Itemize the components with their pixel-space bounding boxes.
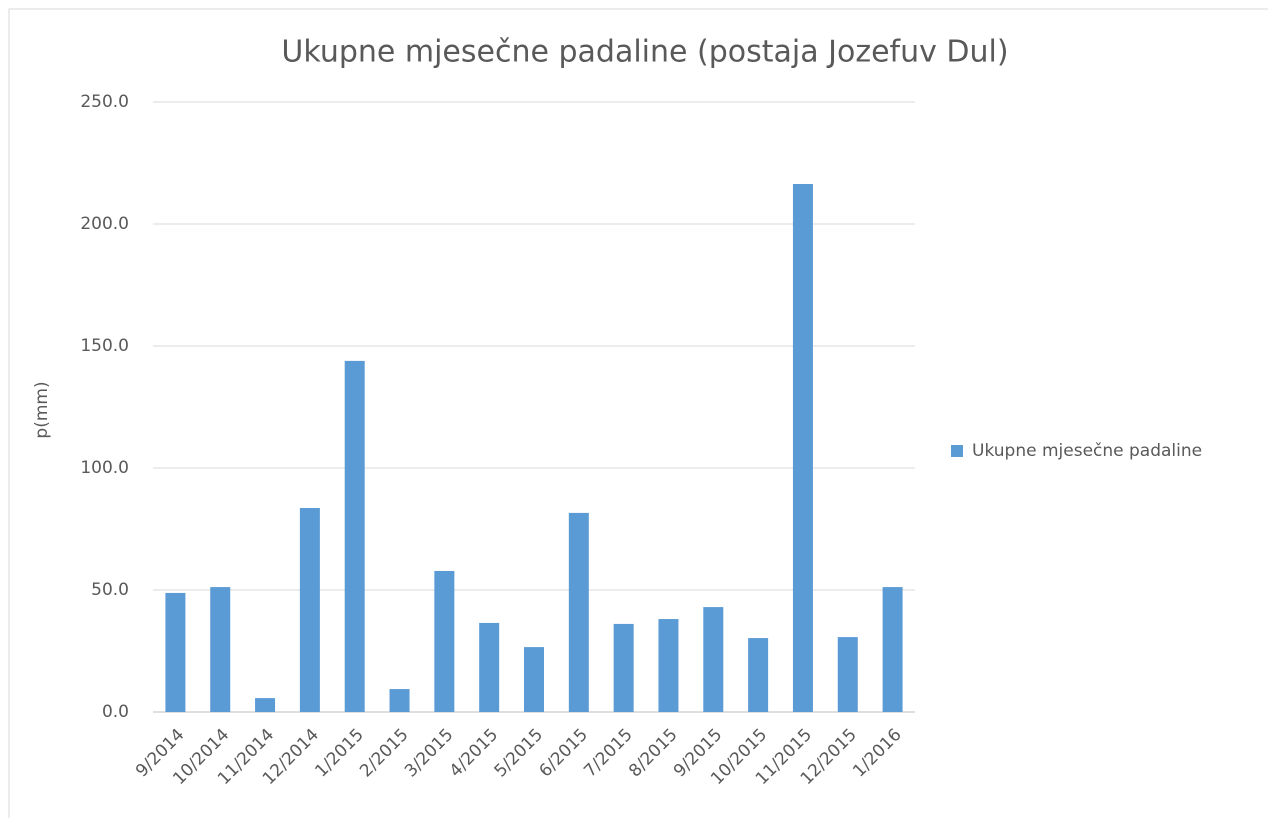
y-axis-label: p(mm) — [32, 381, 52, 438]
bar — [255, 698, 276, 712]
bar — [165, 592, 186, 712]
bar — [479, 622, 500, 712]
y-tick-label: 200.0 — [80, 214, 129, 234]
bar — [389, 689, 410, 712]
chart-border — [8, 8, 1268, 818]
bar — [210, 587, 231, 712]
legend-swatch — [951, 445, 963, 457]
bar — [434, 570, 455, 712]
bar — [299, 508, 320, 712]
y-tick-label: 100.0 — [80, 458, 129, 478]
bar — [524, 647, 544, 712]
bar — [344, 360, 365, 712]
bar — [837, 637, 858, 712]
bar — [658, 619, 679, 712]
bar — [568, 512, 589, 712]
bar — [748, 638, 769, 712]
y-tick-label: 150.0 — [80, 336, 129, 356]
bar — [613, 623, 634, 712]
chart-title: Ukupne mjesečne padaline (postaja Jozefu… — [281, 35, 1008, 70]
bar — [792, 183, 813, 712]
bar — [882, 587, 903, 712]
legend-label: Ukupne mjesečne padaline — [972, 441, 1202, 461]
y-tick-label: 250.0 — [80, 92, 129, 112]
y-tick-label: 0.0 — [102, 702, 129, 722]
bar — [703, 607, 724, 712]
y-tick-label: 50.0 — [91, 580, 129, 600]
